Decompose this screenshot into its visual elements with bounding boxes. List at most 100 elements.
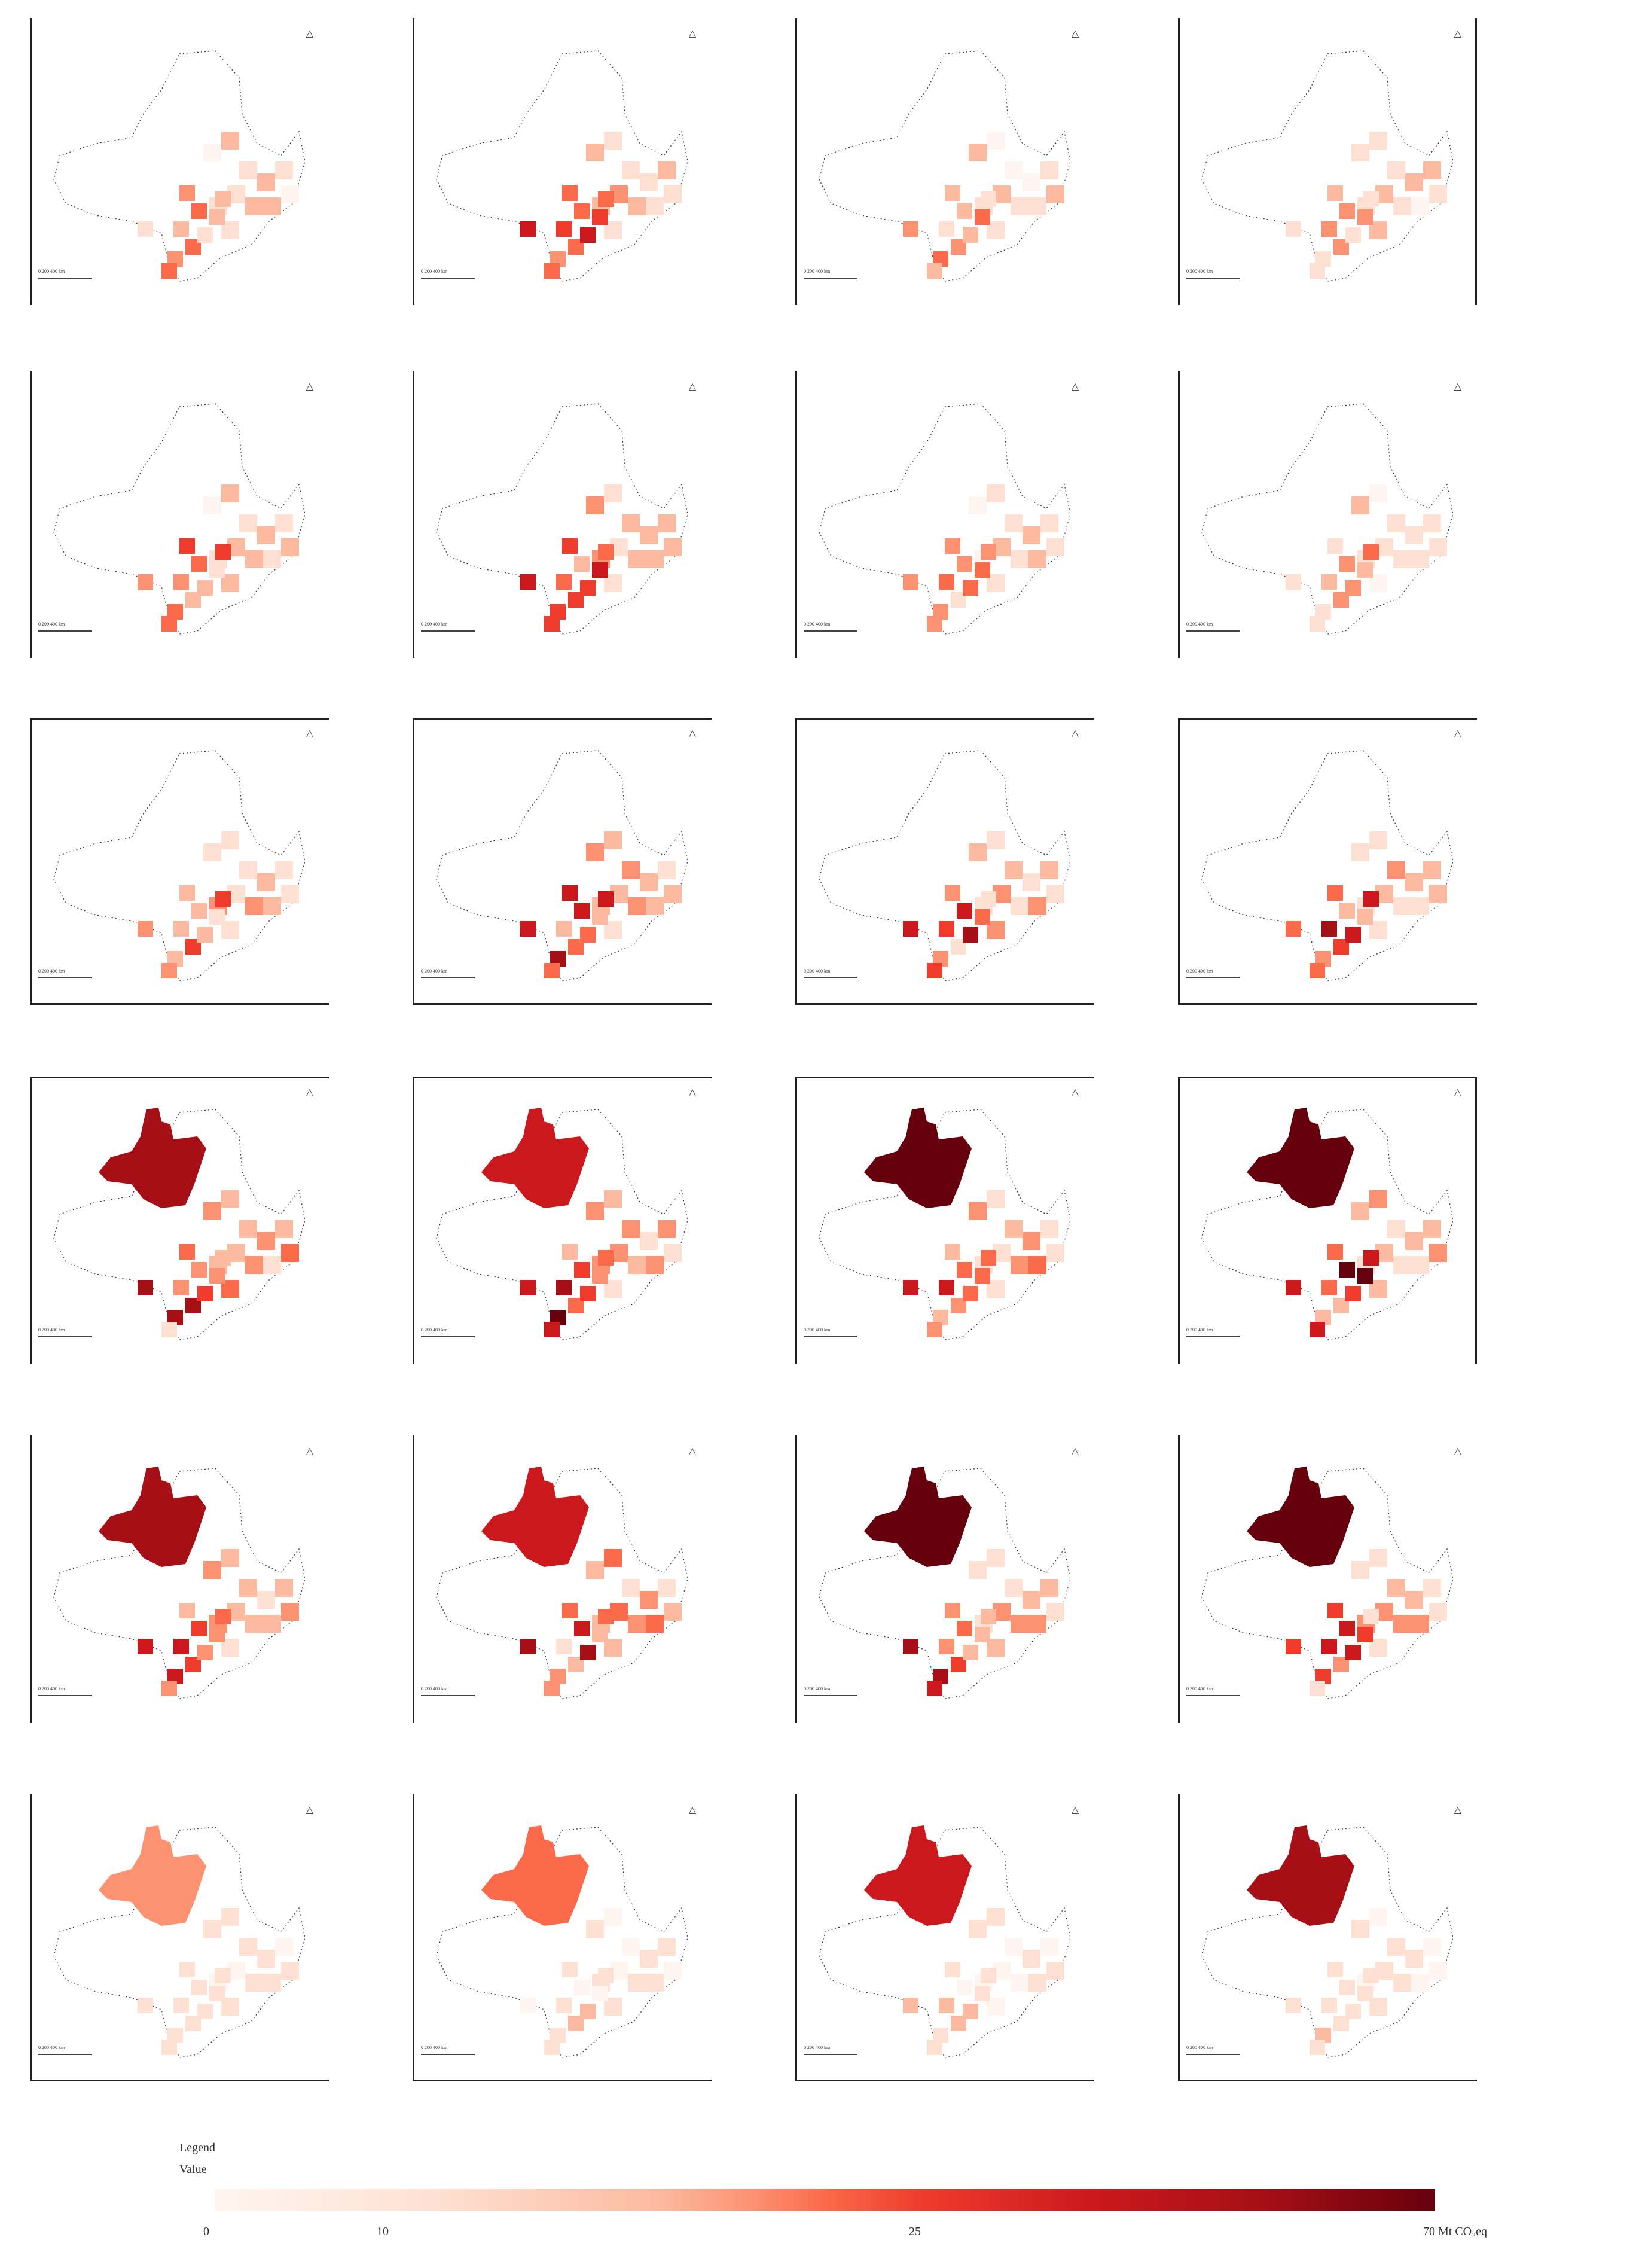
north-arrow-icon: △ [306,1805,313,1815]
scale-bar: 0 200 400 km [421,269,475,279]
choropleth-map [819,1467,1071,1699]
scale-bar: 0 200 400 km [38,1686,92,1696]
map-panel-r1c4: △ 0 200 400 km [1178,18,1477,305]
panel-frame [1178,718,1477,1005]
nw-region [99,1108,206,1208]
north-arrow-icon: △ [688,1087,696,1098]
panel-frame [413,718,712,1005]
map-panel-r6c2: △ 0 200 400 km [413,1794,712,2081]
scale-bar: 0 200 400 km [38,2045,92,2055]
scale-bar: 0 200 400 km [1186,269,1240,279]
choropleth-map [53,403,306,635]
nw-region [1247,1108,1354,1208]
choropleth-map [436,50,688,282]
map-panel-r1c3: △ 0 200 400 km [795,18,1094,305]
choropleth-map [819,50,1071,282]
scale-bar: 0 200 400 km [804,621,857,632]
map-panel-r4c1: △ 0 200 400 km [30,1077,329,1364]
panel-frame [30,18,329,305]
scale-bar: 0 200 400 km [421,968,475,978]
map-panel-r3c4: △ 0 200 400 km [1178,718,1477,1005]
map-panel-r1c2: △ 0 200 400 km [413,18,712,305]
scale-bar: 0 200 400 km [804,968,857,978]
legend-color-ramp [215,2189,1435,2211]
panel-frame [1178,371,1477,658]
choropleth-map [1201,403,1454,635]
map-panel-r3c2: △ 0 200 400 km [413,718,712,1005]
choropleth-map [53,1467,306,1699]
map-panel-r3c1: △ 0 200 400 km [30,718,329,1005]
map-panel-r6c3: △ 0 200 400 km [795,1794,1094,2081]
nw-region [1247,1467,1354,1567]
legend-tick-70: 70 Mt CO₂eq [1423,2225,1487,2238]
choropleth-map [819,1108,1071,1340]
small-multiple-map-grid: △ 0 200 400 km △ 0 200 400 km △ 0 200 400 km △… [30,18,1477,2081]
panel-frame [30,371,329,658]
scale-bar: 0 200 400 km [804,269,857,279]
nw-region [864,1825,972,1926]
scale-bar: 0 200 400 km [421,2045,475,2055]
map-panel-r5c3: △ 0 200 400 km [795,1435,1094,1723]
legend-tick-25: 25 [909,2225,921,2238]
north-arrow-icon: △ [306,29,313,39]
nw-region [481,1825,589,1926]
scale-bar: 0 200 400 km [38,621,92,632]
choropleth-map [436,1825,688,2058]
scale-bar: 0 200 400 km [1186,1686,1240,1696]
map-panel-r5c2: △ 0 200 400 km [413,1435,712,1723]
north-arrow-icon: △ [1454,728,1461,739]
nw-region [864,1108,972,1208]
choropleth-map [436,1467,688,1699]
map-panel-r1c1: △ 0 200 400 km [30,18,329,305]
nw-region [864,1467,972,1567]
scale-bar: 0 200 400 km [421,621,475,632]
choropleth-map [1201,1108,1454,1340]
north-arrow-icon: △ [306,1087,313,1098]
north-arrow-icon: △ [1071,1087,1079,1098]
scale-bar: 0 200 400 km [1186,1327,1240,1337]
scale-bar: 0 200 400 km [38,1327,92,1337]
legend-subtitle: Value [179,2163,207,2176]
choropleth-map [53,1825,306,2058]
map-panel-r2c4: △ 0 200 400 km [1178,371,1477,658]
choropleth-map [1201,1825,1454,2058]
legend-tick-0: 0 [203,2225,209,2238]
choropleth-map [436,403,688,635]
north-arrow-icon: △ [688,382,696,392]
map-panel-r4c3: △ 0 200 400 km [795,1077,1094,1364]
panel-frame [1178,1435,1477,1723]
choropleth-map [53,50,306,282]
scale-bar: 0 200 400 km [804,1686,857,1696]
panel-frame [30,1435,329,1723]
map-panel-r5c4: △ 0 200 400 km [1178,1435,1477,1723]
choropleth-map [1201,1467,1454,1699]
north-arrow-icon: △ [1454,1087,1461,1098]
panel-frame [795,1794,1094,2081]
map-panel-r2c2: △ 0 200 400 km [413,371,712,658]
north-arrow-icon: △ [1454,29,1461,39]
nw-region [481,1467,589,1567]
choropleth-map [436,750,688,981]
panel-frame [1178,1794,1477,2081]
scale-bar: 0 200 400 km [1186,968,1240,978]
panel-frame [795,1435,1094,1723]
panel-frame [795,1077,1094,1364]
north-arrow-icon: △ [306,1446,313,1456]
legend-tick-10: 10 [377,2225,389,2238]
north-arrow-icon: △ [688,1805,696,1815]
choropleth-map [53,1108,306,1340]
map-panel-r5c1: △ 0 200 400 km [30,1435,329,1723]
scale-bar: 0 200 400 km [38,269,92,279]
panel-frame [30,1794,329,2081]
legend-title: Legend [179,2141,215,2154]
map-panel-r2c3: △ 0 200 400 km [795,371,1094,658]
panel-frame [30,1077,329,1364]
panel-frame [413,18,712,305]
north-arrow-icon: △ [306,382,313,392]
map-panel-r2c1: △ 0 200 400 km [30,371,329,658]
north-arrow-icon: △ [1071,29,1079,39]
map-panel-r6c1: △ 0 200 400 km [30,1794,329,2081]
panel-frame [1178,18,1477,305]
scale-bar: 0 200 400 km [421,1686,475,1696]
panel-frame [795,18,1094,305]
